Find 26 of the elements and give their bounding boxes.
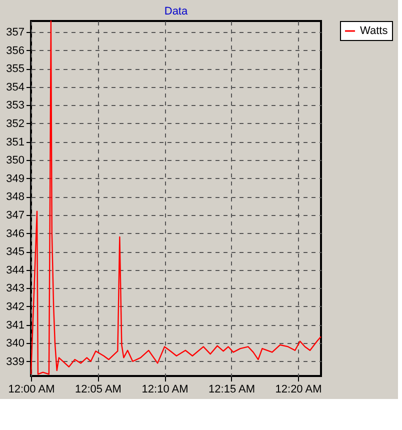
- y-tick-label: 352: [6, 118, 24, 130]
- x-tick-label: 12:05 AM: [74, 384, 122, 396]
- y-tick-label: 346: [6, 228, 24, 240]
- y-tick-label: 349: [6, 172, 24, 185]
- y-tick-label: 355: [6, 63, 24, 76]
- y-tick-label: 343: [6, 282, 24, 295]
- y-tick-label: 356: [6, 44, 24, 57]
- y-tick-label: 350: [6, 154, 24, 167]
- y-tick-label: 339: [6, 356, 24, 368]
- y-tick-label: 353: [6, 100, 24, 112]
- chart-title: Data: [164, 5, 188, 18]
- y-tick-label: 345: [6, 246, 24, 258]
- x-tick-label: 12:00 AM: [8, 384, 55, 396]
- x-tick-label: 12:10 AM: [142, 384, 188, 396]
- y-tick-label: 357: [6, 26, 24, 38]
- y-tick-label: 354: [6, 81, 24, 94]
- y-tick-label: 342: [6, 300, 24, 313]
- y-tick-label: 347: [6, 209, 24, 222]
- y-tick-label: 341: [6, 319, 24, 332]
- y-tick-label: 344: [6, 264, 24, 276]
- legend-label: Watts: [360, 25, 388, 37]
- y-tick-label: 348: [6, 191, 24, 204]
- x-tick-label: 12:15 AM: [208, 384, 256, 396]
- y-tick-label: 351: [6, 136, 24, 148]
- y-tick-label: 340: [6, 338, 24, 350]
- x-tick-label: 12:20 AM: [275, 384, 322, 396]
